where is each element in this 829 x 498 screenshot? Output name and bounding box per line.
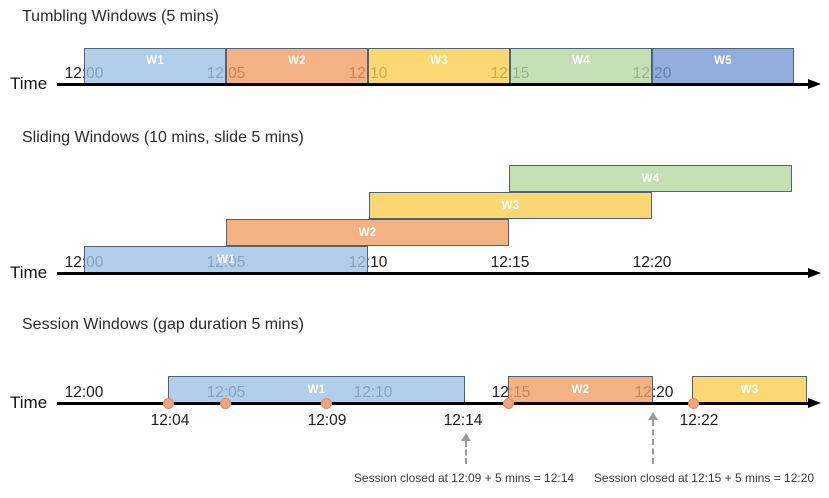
window-label: W2 [571,384,590,396]
window-box: W2 [226,48,368,84]
window-label: W2 [358,226,377,239]
axis-tick-label: 12:00 [64,65,104,82]
axis-tick-label: 12:15 [490,65,530,82]
axis-tick-label: 12:05 [206,65,246,82]
annotation-arrowhead-icon [461,433,471,441]
axis-tick-label: 12:00 [64,254,104,271]
window-box: W3 [369,192,652,219]
axis-tick-label: 12:00 [64,384,104,401]
session-close-annotation: Session closed at 12:09 + 5 mins = 12:14 [353,471,575,485]
axis-tick-label: 12:05 [206,384,246,401]
annotation-arrow-line [652,420,654,464]
window-box: W4 [510,48,652,84]
window-box: W4 [509,165,792,192]
tumbling-time-axis [57,83,810,86]
event-dot [502,398,514,409]
event-time-label: 12:09 [307,412,347,429]
axis-tick-label: 12:15 [490,254,530,271]
sliding-axis-arrowhead-icon [808,268,821,278]
session-close-annotation: Session closed at 12:15 + 5 mins = 12:20 [593,471,815,485]
tumbling-axis-arrowhead-icon [808,79,821,89]
sliding-section-title: Sliding Windows (10 mins, slide 5 mins) [22,129,304,146]
axis-tick-label: 12:10 [348,254,388,271]
axis-tick-label: 12:10 [353,384,393,401]
axis-tick-label: 12:20 [634,384,674,401]
axis-tick-label: 12:20 [632,65,672,82]
event-dot [219,398,231,409]
window-label: W3 [740,384,759,396]
sliding-time-axis-label: Time [10,263,48,282]
window-box: W2 [226,219,509,246]
window-box: W1 [84,48,226,84]
tumbling-section-title: Tumbling Windows (5 mins) [22,8,219,25]
event-dot [320,398,332,409]
window-label: W1 [146,55,164,67]
window-label: W3 [501,199,520,212]
event-time-label: 12:14 [443,412,483,429]
session-time-axis [57,402,810,405]
axis-tick-label: 12:05 [206,254,246,271]
event-time-label: 12:22 [679,412,719,429]
window-label: W5 [714,55,732,67]
window-label: W2 [288,55,306,67]
window-label: W1 [307,384,326,396]
window-label: W3 [430,55,448,67]
session-section-title: Session Windows (gap duration 5 mins) [22,316,304,333]
annotation-arrowhead-icon [648,412,658,420]
window-box: W2 [508,376,653,404]
axis-tick-label: 12:10 [348,65,388,82]
window-box: W3 [692,376,807,404]
event-dot [162,398,174,409]
session-time-axis-label: Time [10,393,48,412]
window-box: W1 [84,246,368,273]
axis-tick-label: 12:15 [491,384,531,401]
axis-tick-label: 12:20 [632,254,672,271]
session-axis-arrowhead-icon [808,398,821,408]
sliding-time-axis [57,272,810,275]
window-box: W1 [168,376,465,404]
window-label: W1 [217,253,235,266]
tumbling-time-axis-label: Time [10,74,48,93]
window-box: W5 [652,48,794,84]
window-label: W4 [572,55,590,67]
window-box: W3 [368,48,510,84]
window-label: W4 [641,172,660,185]
event-dot [687,398,699,409]
annotation-arrow-line [465,441,467,464]
event-time-label: 12:04 [150,412,190,429]
